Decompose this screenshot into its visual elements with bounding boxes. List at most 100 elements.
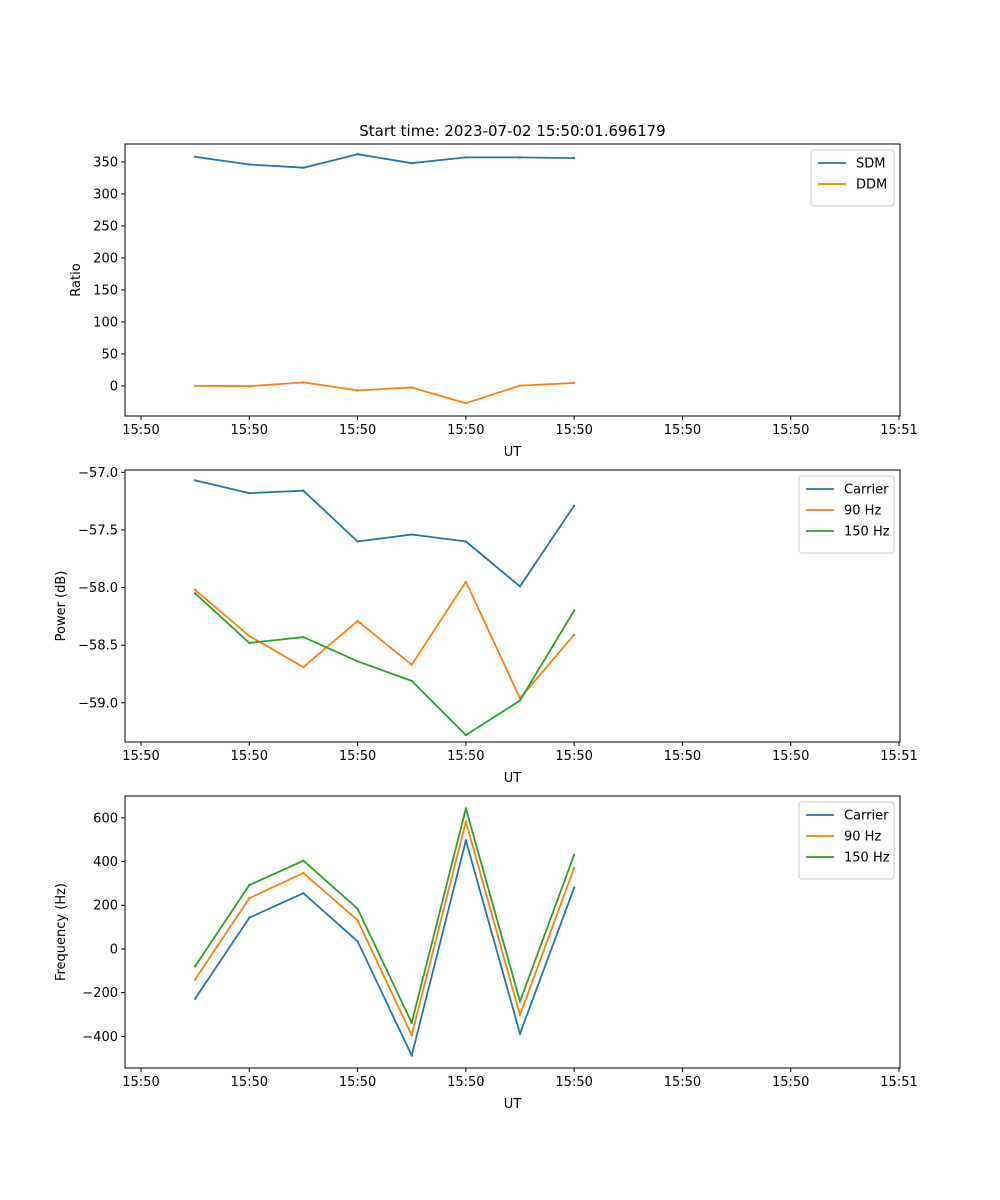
- data-point: [302, 635, 305, 639]
- x-tick-label: 15:50: [772, 749, 809, 764]
- x-tick-label: 15:50: [122, 1075, 159, 1090]
- data-point: [356, 619, 359, 623]
- y-tick-label: −59.0: [78, 696, 118, 711]
- y-tick-label: 0: [110, 379, 118, 394]
- data-point: [248, 634, 251, 638]
- x-tick-label: 15:50: [555, 1075, 592, 1090]
- y-tick-label: 50: [101, 347, 118, 362]
- y-tick-label: 400: [93, 855, 118, 870]
- x-tick-label: 15:50: [555, 423, 592, 438]
- data-point: [518, 1000, 522, 1003]
- x-tick-label: 15:50: [447, 749, 484, 764]
- data-point: [302, 871, 305, 875]
- legend-box: [798, 475, 895, 554]
- data-point: [356, 660, 359, 663]
- x-axis-label: UT: [504, 445, 522, 460]
- data-point: [193, 592, 197, 595]
- data-point: [248, 385, 251, 388]
- y-tick-label: −57.5: [78, 523, 118, 538]
- x-tick-label: 15:50: [339, 749, 376, 764]
- data-point: [248, 883, 251, 887]
- data-point: [464, 402, 468, 405]
- series-line-ddm: [195, 381, 575, 405]
- legend: SDM DDM: [810, 149, 895, 207]
- x-tick-label: 15:50: [122, 749, 159, 764]
- data-point: [410, 386, 413, 389]
- y-axis-label: Frequency (Hz): [54, 883, 69, 981]
- data-point: [572, 156, 576, 160]
- data-point: [356, 919, 359, 922]
- x-tick-label: 15:50: [772, 423, 809, 438]
- data-point: [193, 965, 197, 968]
- y-tick-label: 250: [93, 219, 118, 234]
- chart-panel-2: 15:50 15:50 15:50 15:50 15:50 15:50 15:50 15:51…: [54, 466, 918, 786]
- data-point: [193, 997, 197, 1000]
- data-point: [464, 820, 468, 823]
- chart-panel-1: 15:50 15:50 15:50 15:50 15:50 15:50 15:50 15:51…: [69, 122, 918, 460]
- series-line-90-hz: [194, 820, 575, 1037]
- data-point: [248, 897, 251, 900]
- axes-frame: [124, 469, 901, 743]
- data-point: [410, 1034, 413, 1037]
- data-point: [302, 166, 305, 169]
- x-tick-label: 15:50: [231, 1075, 268, 1090]
- data-point: [248, 916, 251, 919]
- data-point: [518, 156, 522, 159]
- x-tick-label: 15:50: [772, 1075, 809, 1090]
- data-point: [193, 588, 197, 592]
- data-point: [356, 907, 359, 910]
- y-tick-label: 0: [110, 942, 118, 957]
- legend-box: [798, 801, 895, 880]
- x-tick-label: 15:51: [880, 423, 917, 438]
- y-tick-label: 200: [93, 251, 118, 266]
- y-tick-label: −57.0: [78, 466, 118, 481]
- series-line-150-hz: [194, 807, 575, 1024]
- legend: Carrier 90 Hz 150 Hz: [798, 801, 895, 880]
- x-axis-label: UT: [504, 1097, 522, 1112]
- x-tick-label: 15:50: [555, 749, 592, 764]
- y-tick-label: 350: [93, 155, 118, 170]
- data-point: [410, 1021, 413, 1024]
- data-point: [572, 381, 576, 385]
- legend-label: Carrier: [844, 483, 889, 498]
- series-line-90-hz: [194, 580, 575, 700]
- data-point: [193, 978, 197, 981]
- data-point: [248, 641, 251, 645]
- data-point: [464, 839, 468, 842]
- data-point: [193, 155, 197, 158]
- data-point: [248, 491, 251, 495]
- axes-frame: [124, 143, 901, 417]
- x-tick-label: 15:50: [231, 423, 268, 438]
- legend-label: DDM: [856, 178, 887, 193]
- y-tick-label: 200: [93, 899, 118, 914]
- x-tick-label: 15:50: [122, 423, 159, 438]
- y-tick-label: 150: [93, 283, 118, 298]
- data-point: [572, 886, 576, 889]
- legend-label: 90 Hz: [844, 830, 881, 845]
- series-line-carrier: [194, 479, 575, 588]
- data-point: [410, 663, 413, 666]
- legend-label: 90 Hz: [844, 504, 881, 519]
- y-axis-label: Ratio: [69, 263, 84, 296]
- x-axis-label: UT: [504, 771, 522, 786]
- y-tick-label: −58.5: [78, 639, 118, 654]
- data-point: [464, 156, 468, 159]
- data-point: [193, 384, 197, 388]
- x-tick-label: 15:50: [447, 1075, 484, 1090]
- x-tick-label: 15:50: [339, 423, 376, 438]
- y-tick-label: 600: [93, 811, 118, 826]
- data-point: [572, 866, 576, 870]
- x-tick-label: 15:50: [664, 1075, 701, 1090]
- x-tick-label: 15:50: [339, 1075, 376, 1090]
- data-point: [518, 699, 522, 702]
- data-point: [356, 153, 359, 156]
- x-tick-label: 15:50: [447, 423, 484, 438]
- data-point: [302, 859, 305, 862]
- chart-title: Start time: 2023-07-02 15:50:01.696179: [359, 122, 665, 140]
- data-point: [410, 533, 413, 536]
- data-point: [518, 585, 522, 588]
- legend: Carrier 90 Hz 150 Hz: [798, 475, 895, 554]
- data-point: [518, 384, 522, 387]
- y-tick-label: 100: [93, 315, 118, 330]
- data-point: [410, 679, 413, 683]
